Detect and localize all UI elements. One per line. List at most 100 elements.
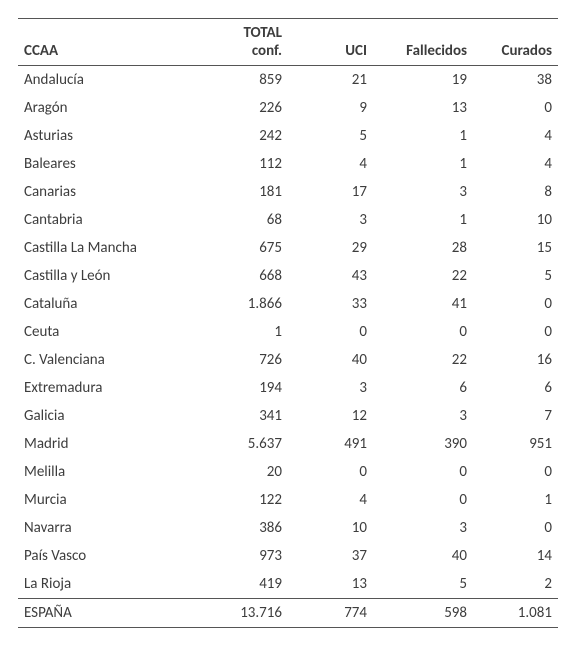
cell-fallecidos: 22 (373, 262, 473, 290)
cell-fallecidos: 1 (373, 206, 473, 234)
table-row: Melilla20000 (18, 458, 558, 486)
table-row: Castilla y León66843225 (18, 262, 558, 290)
col-header-fallecidos: Fallecidos (373, 19, 473, 66)
cell-fallecidos: 3 (373, 178, 473, 206)
table-row: Cataluña1.86633410 (18, 290, 558, 318)
cell-ccaa: Cataluña (18, 290, 198, 318)
cell-fallecidos: 13 (373, 94, 473, 122)
cell-uci: 13 (288, 570, 373, 599)
cell-conf: 859 (198, 66, 288, 95)
cell-curados: 38 (473, 66, 558, 95)
cell-uci: 37 (288, 542, 373, 570)
cell-conf: 1 (198, 318, 288, 346)
cell-uci: 33 (288, 290, 373, 318)
cell-curados: 0 (473, 514, 558, 542)
table-row: Murcia122401 (18, 486, 558, 514)
table-body: Andalucía859211938Aragón2269130Asturias2… (18, 66, 558, 628)
cell-conf: 68 (198, 206, 288, 234)
cell-ccaa: Extremadura (18, 374, 198, 402)
cell-fallecidos: 41 (373, 290, 473, 318)
cell-uci: 21 (288, 66, 373, 95)
cell-curados: 2 (473, 570, 558, 599)
cell-conf: 242 (198, 122, 288, 150)
cell-fallecidos: 1 (373, 122, 473, 150)
cell-curados: 10 (473, 206, 558, 234)
cell-curados: 4 (473, 150, 558, 178)
cell-curados: 0 (473, 458, 558, 486)
cell-ccaa: Murcia (18, 486, 198, 514)
cell-curados: 8 (473, 178, 558, 206)
cell-ccaa: Baleares (18, 150, 198, 178)
col-header-line2: UCI (345, 42, 367, 60)
table-row: País Vasco973374014 (18, 542, 558, 570)
covid-regions-table: CCAA TOTAL conf. UCI Fallecidos Curados … (18, 18, 558, 628)
col-header-line2: CCAA (24, 42, 58, 60)
cell-ccaa: Navarra (18, 514, 198, 542)
cell-ccaa: ESPAÑA (18, 599, 198, 628)
cell-conf: 226 (198, 94, 288, 122)
table-row: Castilla La Mancha675292815 (18, 234, 558, 262)
table-row: La Rioja4191352 (18, 570, 558, 599)
cell-curados: 1.081 (473, 599, 558, 628)
cell-conf: 13.716 (198, 599, 288, 628)
cell-ccaa: Melilla (18, 458, 198, 486)
cell-ccaa: Madrid (18, 430, 198, 458)
table-row: Galicia3411237 (18, 402, 558, 430)
cell-ccaa: La Rioja (18, 570, 198, 599)
cell-curados: 0 (473, 318, 558, 346)
cell-ccaa: Canarias (18, 178, 198, 206)
table-row: Extremadura194366 (18, 374, 558, 402)
cell-fallecidos: 40 (373, 542, 473, 570)
cell-fallecidos: 598 (373, 599, 473, 628)
cell-ccaa: Castilla La Mancha (18, 234, 198, 262)
table-row: Madrid5.637491390951 (18, 430, 558, 458)
table-row: Canarias1811738 (18, 178, 558, 206)
cell-ccaa: Galicia (18, 402, 198, 430)
cell-fallecidos: 0 (373, 486, 473, 514)
cell-fallecidos: 22 (373, 346, 473, 374)
cell-curados: 7 (473, 402, 558, 430)
cell-uci: 43 (288, 262, 373, 290)
cell-uci: 0 (288, 318, 373, 346)
cell-curados: 0 (473, 94, 558, 122)
cell-conf: 194 (198, 374, 288, 402)
table-row: Aragón2269130 (18, 94, 558, 122)
cell-conf: 341 (198, 402, 288, 430)
cell-uci: 0 (288, 458, 373, 486)
cell-fallecidos: 0 (373, 458, 473, 486)
cell-ccaa: Castilla y León (18, 262, 198, 290)
cell-uci: 774 (288, 599, 373, 628)
cell-ccaa: Ceuta (18, 318, 198, 346)
cell-conf: 668 (198, 262, 288, 290)
cell-ccaa: Asturias (18, 122, 198, 150)
cell-curados: 951 (473, 430, 558, 458)
cell-conf: 973 (198, 542, 288, 570)
col-header-line2: Curados (502, 42, 553, 60)
table-row: Navarra3861030 (18, 514, 558, 542)
cell-uci: 4 (288, 486, 373, 514)
col-header-line2: conf. (252, 42, 282, 60)
cell-fallecidos: 28 (373, 234, 473, 262)
table-total-row: ESPAÑA13.7167745981.081 (18, 599, 558, 628)
cell-ccaa: Aragón (18, 94, 198, 122)
cell-conf: 122 (198, 486, 288, 514)
cell-fallecidos: 3 (373, 514, 473, 542)
cell-fallecidos: 0 (373, 318, 473, 346)
cell-conf: 20 (198, 458, 288, 486)
table-row: Asturias242514 (18, 122, 558, 150)
cell-uci: 9 (288, 94, 373, 122)
col-header-curados: Curados (473, 19, 558, 66)
cell-conf: 386 (198, 514, 288, 542)
cell-uci: 29 (288, 234, 373, 262)
cell-conf: 675 (198, 234, 288, 262)
cell-curados: 1 (473, 486, 558, 514)
cell-curados: 4 (473, 122, 558, 150)
cell-conf: 112 (198, 150, 288, 178)
table-row: Cantabria683110 (18, 206, 558, 234)
col-header-line1: TOTAL (243, 24, 282, 42)
col-header-line2: Fallecidos (406, 42, 467, 60)
cell-uci: 3 (288, 206, 373, 234)
cell-curados: 14 (473, 542, 558, 570)
cell-uci: 5 (288, 122, 373, 150)
cell-uci: 10 (288, 514, 373, 542)
